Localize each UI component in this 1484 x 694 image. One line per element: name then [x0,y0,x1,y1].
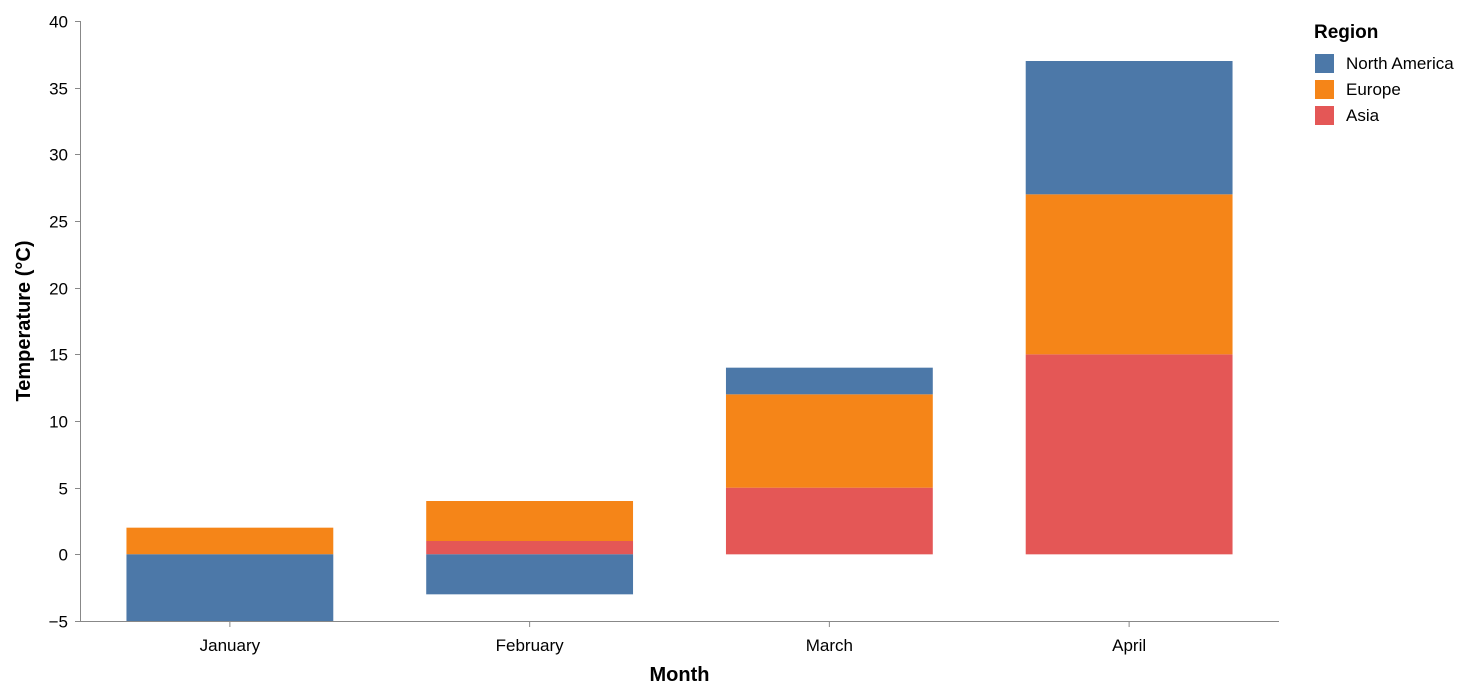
bar-march-north-america [725,367,933,395]
x-tick-label: January [200,636,261,655]
y-axis: −5 0 5 10 15 20 25 30 35 40 [49,13,81,632]
y-tick-label: 15 [49,346,68,365]
legend-label-asia: Asia [1346,106,1380,125]
legend-swatch-north-america [1315,54,1334,73]
bar-february-asia [426,541,634,555]
bar-february-north-america [426,554,634,595]
y-tick-label: 25 [49,213,68,232]
y-tick-label: 0 [59,546,68,565]
bar-march-europe [725,394,933,488]
y-tick-label: 30 [49,146,68,165]
y-tick-label: −5 [49,613,68,632]
y-tick-label: 10 [49,413,68,432]
legend-label-europe: Europe [1346,80,1401,99]
x-tick-label: February [496,636,565,655]
y-tick-label: 35 [49,80,68,99]
y-tick-label: 20 [49,280,68,299]
y-tick-label: 5 [59,480,68,499]
bar-april-north-america [1025,61,1233,195]
bar-april-asia [1025,354,1233,555]
bar-april-europe [1025,194,1233,355]
bar-january-north-america [126,554,334,621]
x-tick-label: March [806,636,853,655]
x-axis: January February March April [80,621,1279,655]
bars-layer [126,61,1233,621]
legend-swatch-europe [1315,80,1334,99]
y-tick-label: 40 [49,13,68,32]
x-axis-title: Month [650,664,710,686]
plot-area: −5 0 5 10 15 20 25 30 35 40 January February March A… [49,13,1279,655]
y-axis-title: Temperature (°C) [13,241,35,402]
bar-february-europe [426,501,634,541]
legend-label-north-america: North America [1346,54,1454,73]
legend-title: Region [1314,22,1378,43]
legend: Region North America Europe Asia [1314,22,1454,125]
bar-march-asia [725,487,933,555]
bar-january-europe [126,527,334,555]
legend-swatch-asia [1315,106,1334,125]
x-tick-label: April [1112,636,1146,655]
